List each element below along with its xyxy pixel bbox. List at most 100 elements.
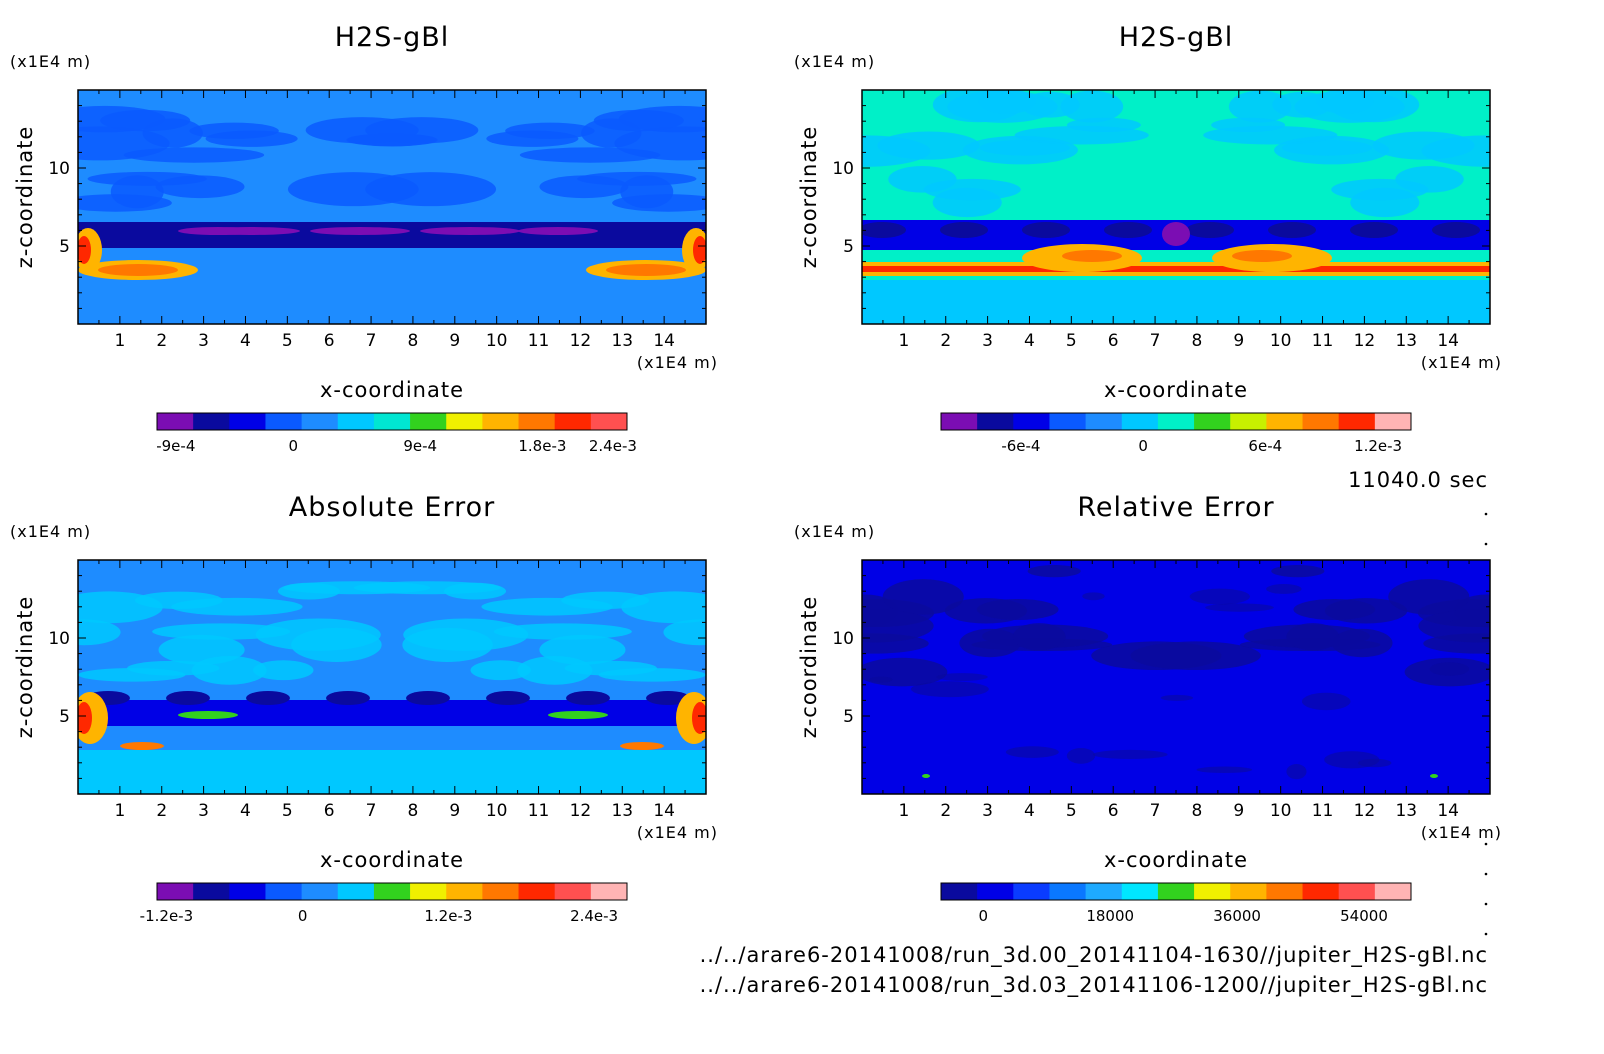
y-tick-label: 5: [843, 707, 854, 727]
colorbar-swatch: [482, 413, 520, 430]
colorbar-tick-label: 36000: [1213, 907, 1261, 925]
y-tick-label: 10: [832, 159, 854, 179]
y-axis-label: z-coordinate: [797, 596, 821, 739]
x-tick-label: 12: [570, 331, 592, 351]
x-tick-label: 11: [1312, 801, 1334, 821]
colorbar-tick-label: 1.8e-3: [518, 437, 566, 455]
colorbar-swatch: [229, 413, 266, 430]
x-tick-label: 10: [1270, 801, 1292, 821]
colorbar-swatch: [337, 883, 375, 900]
x-tick-label: 4: [240, 801, 251, 821]
x-tick-label: 9: [449, 331, 460, 351]
panel-title: Absolute Error: [289, 492, 495, 523]
x-tick-label: 7: [366, 331, 377, 351]
colorbar: 0 18000 36000 54000: [940, 882, 1412, 925]
colorbar-tick-label: 1.2e-3: [424, 907, 472, 925]
y-unit-label: (x1E4 m): [10, 522, 91, 541]
x-tick-label: 3: [982, 331, 993, 351]
colorbar-swatch: [1194, 883, 1231, 900]
colorbar: -9e-4 0 9e-4 1.8e-3 2.4e-3: [156, 412, 637, 455]
colorbar-swatch: [1338, 883, 1376, 900]
colorbar-swatch: [337, 413, 375, 430]
source-file-path: ../../arare6-20141008/run_3d.03_20141106…: [700, 973, 1488, 998]
x-tick-label: 9: [449, 801, 460, 821]
colorbar-swatch: [977, 413, 1014, 430]
source-file-path: ../../arare6-20141008/run_3d.00_20141104…: [700, 943, 1488, 968]
colorbar-swatch: [554, 413, 592, 430]
dot-marker: [1484, 872, 1488, 876]
colorbar-tick-label: -1.2e-3: [140, 907, 193, 925]
y-axis-label: z-coordinate: [13, 596, 37, 739]
colorbar-swatch: [446, 413, 483, 430]
x-tick-label: 8: [1192, 801, 1203, 821]
colorbar-swatch: [1121, 883, 1159, 900]
x-tick-label: 5: [282, 801, 293, 821]
x-unit-label: (x1E4 m): [637, 353, 718, 372]
x-tick-label: 6: [324, 801, 335, 821]
x-tick-label: 10: [1270, 331, 1292, 351]
colorbar-swatch: [518, 883, 556, 900]
colorbar-swatch: [482, 883, 520, 900]
x-tick-label: 1: [898, 331, 909, 351]
x-tick-label: 9: [1233, 801, 1244, 821]
colorbar-tick-label: -6e-4: [1001, 437, 1040, 455]
y-tick-label: 5: [59, 237, 70, 257]
y-tick-label: 5: [59, 707, 70, 727]
x-tick-label: 14: [653, 801, 675, 821]
y-tick-label: 10: [48, 159, 70, 179]
x-tick-label: 13: [1395, 801, 1417, 821]
colorbar-tick-label: 2.4e-3: [589, 437, 637, 455]
colorbar-tick-label: 0: [979, 907, 989, 925]
colorbar-swatch: [265, 883, 303, 900]
colorbar-swatch: [1013, 883, 1050, 900]
x-tick-label: 12: [1354, 801, 1376, 821]
colorbar-swatch: [1085, 883, 1123, 900]
colorbar-swatch: [373, 883, 411, 900]
panel-title: H2S-gBl: [1119, 22, 1234, 53]
colorbar-swatch: [554, 883, 592, 900]
colorbar-swatch: [373, 413, 411, 430]
colorbar-swatch: [1157, 413, 1195, 430]
colorbar-tick-label: -9e-4: [156, 437, 195, 455]
x-tick-label: 3: [982, 801, 993, 821]
x-tick-label: 3: [198, 801, 209, 821]
heatmap-contours: [78, 105, 706, 280]
x-tick-label: 11: [1312, 331, 1334, 351]
x-tick-label: 7: [1150, 801, 1161, 821]
x-tick-label: 1: [114, 331, 125, 351]
colorbar-swatch: [1085, 413, 1123, 430]
x-tick-label: 4: [1024, 331, 1035, 351]
colorbar-swatch: [1266, 413, 1304, 430]
dot-marker: [1484, 932, 1488, 936]
colorbar-swatch: [1230, 883, 1267, 900]
x-tick-label: 8: [408, 801, 419, 821]
x-tick-label: 2: [940, 331, 951, 351]
x-tick-label: 2: [156, 331, 167, 351]
x-tick-label: 10: [486, 801, 508, 821]
colorbar-tick-label: 54000: [1340, 907, 1388, 925]
colorbar-swatch: [229, 883, 266, 900]
colorbar-swatch: [410, 883, 447, 900]
x-tick-label: 13: [611, 801, 633, 821]
x-tick-label: 5: [1066, 801, 1077, 821]
colorbar-tick-label: 18000: [1086, 907, 1134, 925]
y-unit-label: (x1E4 m): [794, 52, 875, 71]
colorbar-swatch: [1230, 413, 1267, 430]
x-tick-label: 13: [611, 331, 633, 351]
x-tick-label: 3: [198, 331, 209, 351]
dot-marker: [1484, 842, 1488, 846]
colorbar-tick-label: 0: [1138, 437, 1148, 455]
colorbar-swatch: [1374, 883, 1412, 900]
x-tick-label: 13: [1395, 331, 1417, 351]
colorbar-swatch: [590, 883, 628, 900]
x-tick-label: 11: [528, 331, 550, 351]
x-tick-label: 7: [366, 801, 377, 821]
colorbar-tick-label: 0: [289, 437, 299, 455]
colorbar-swatch: [1374, 413, 1412, 430]
colorbar-swatch: [1266, 883, 1304, 900]
heatmap-contours: [862, 565, 1490, 780]
panel-title: H2S-gBl: [335, 22, 450, 53]
